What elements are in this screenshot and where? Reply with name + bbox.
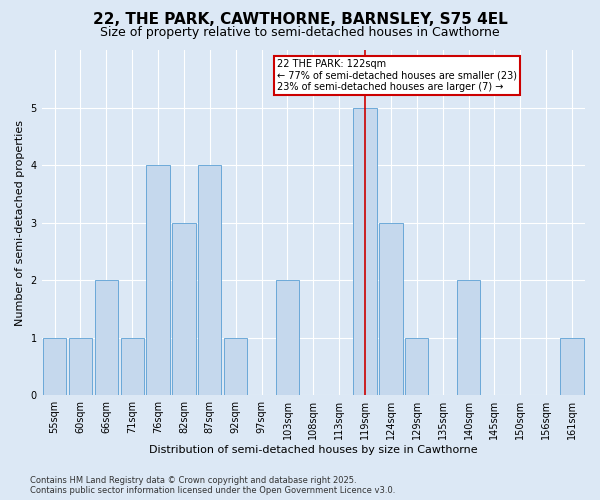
Text: Contains HM Land Registry data © Crown copyright and database right 2025.
Contai: Contains HM Land Registry data © Crown c…: [30, 476, 395, 495]
Bar: [43, 338, 66, 396]
Bar: [405, 338, 428, 396]
Bar: [560, 338, 584, 396]
Bar: [121, 338, 144, 396]
Bar: [95, 280, 118, 396]
Text: 22, THE PARK, CAWTHORNE, BARNSLEY, S75 4EL: 22, THE PARK, CAWTHORNE, BARNSLEY, S75 4…: [92, 12, 508, 28]
Bar: [146, 165, 170, 396]
Bar: [69, 338, 92, 396]
Bar: [276, 280, 299, 396]
Bar: [224, 338, 247, 396]
Bar: [353, 108, 377, 396]
Y-axis label: Number of semi-detached properties: Number of semi-detached properties: [15, 120, 25, 326]
Bar: [379, 222, 403, 396]
Text: Size of property relative to semi-detached houses in Cawthorne: Size of property relative to semi-detach…: [100, 26, 500, 39]
Bar: [457, 280, 480, 396]
Bar: [172, 222, 196, 396]
Bar: [198, 165, 221, 396]
Text: 22 THE PARK: 122sqm
← 77% of semi-detached houses are smaller (23)
23% of semi-d: 22 THE PARK: 122sqm ← 77% of semi-detach…: [277, 58, 517, 92]
X-axis label: Distribution of semi-detached houses by size in Cawthorne: Distribution of semi-detached houses by …: [149, 445, 478, 455]
